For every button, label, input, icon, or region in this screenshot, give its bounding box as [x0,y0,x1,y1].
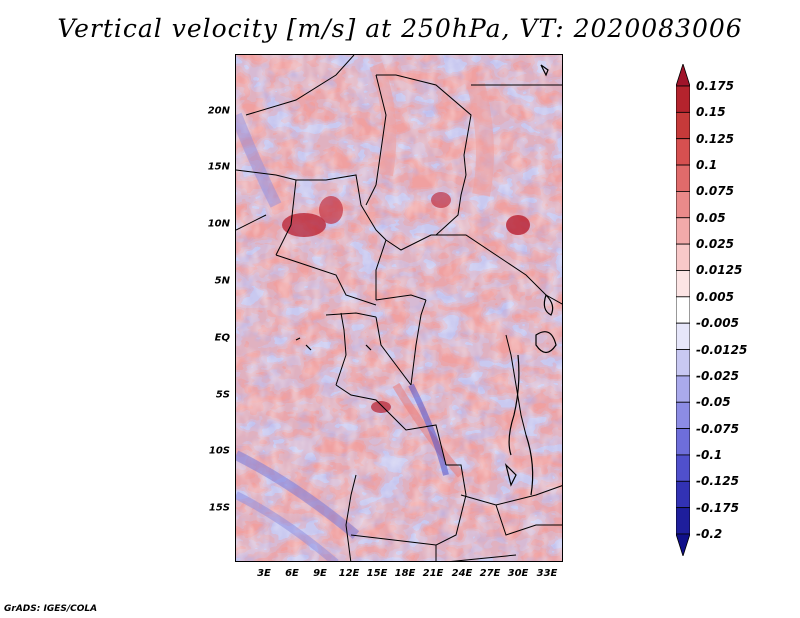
colorbar-label: -0.05 [696,395,731,410]
colorbar-segment [676,322,690,350]
lon-label-33e: 33E [536,568,558,579]
lat-label-5s: 5S [215,389,230,401]
lat-label-eq: EQ [214,332,230,344]
colorbar-segment [676,507,690,535]
strong-descent-bands [236,112,449,561]
colorbar-segment [676,164,690,192]
lat-label-20n: 20N [207,105,230,117]
lon-label-30e: 30E [507,568,529,579]
colorbar-label: 0.15 [696,105,726,120]
colorbar-label: -0.1 [696,447,723,462]
colorbar-top-arrow [676,64,690,87]
colorbar-segment [676,428,690,456]
colorbar-label: 0.005 [696,289,734,304]
colorbar-label: -0.175 [696,500,739,515]
lon-label-18e: 18E [394,568,416,579]
colorbar [676,64,690,556]
colorbar-segment [676,217,690,245]
lon-label-27e: 27E [479,568,501,579]
lat-label-15s: 15S [208,502,230,514]
colorbar-segment [676,480,690,509]
colorbar-segment [676,454,690,482]
map-canvas [236,55,562,561]
colorbar-segment [676,270,690,298]
lat-label-5n: 5N [214,275,230,287]
colorbar-label: 0.0125 [696,263,743,278]
colorbar-label: 0.075 [696,184,734,199]
colorbar-label: -0.0125 [696,342,748,357]
colorbar-label: -0.025 [696,368,739,383]
lon-label-15e: 15E [366,568,388,579]
colorbar-segment [676,349,690,377]
colorbar-segment [676,296,690,324]
lakes-and-coasts [295,64,557,496]
colorbar-segment [676,375,690,403]
colorbar-label: 0.175 [696,79,734,93]
lon-label-9e: 9E [313,568,327,579]
lon-label-21e: 21E [422,568,444,579]
colorbar-label: -0.125 [696,474,739,489]
map-title: Vertical velocity [m/s] at 250hPa, VT: 2… [57,14,743,43]
field-white-texture [236,55,562,561]
lon-label-6e: 6E [285,568,299,579]
vertical-velocity-map [235,54,563,562]
colorbar-segment [676,401,690,429]
lon-label-12e: 12E [338,568,360,579]
grads-credit: GrADS: IGES/COLA [4,604,98,614]
colorbar-segment [676,111,690,140]
lat-label-10s: 10S [208,445,230,457]
colorbar-segment [676,191,690,219]
country-borders [236,55,562,561]
colorbar-segment [676,138,690,166]
colorbar-label: -0.2 [696,527,723,541]
colorbar-label: 0.125 [696,131,734,146]
colorbar-segment [676,85,690,113]
lat-label-10n: 10N [207,218,230,230]
colorbar-label: 0.05 [696,210,726,225]
colorbar-label: -0.005 [696,316,739,331]
colorbar-segment [676,243,690,271]
lat-label-15n: 15N [207,161,230,173]
lon-label-3e: 3E [257,568,271,579]
colorbar-label: -0.075 [696,421,739,436]
colorbar-label: 0.025 [696,237,734,252]
colorbar-label: 0.1 [696,158,718,173]
strong-ascent-cells [282,62,530,478]
lon-label-24e: 24E [451,568,473,579]
colorbar-bottom-arrow [676,533,690,556]
